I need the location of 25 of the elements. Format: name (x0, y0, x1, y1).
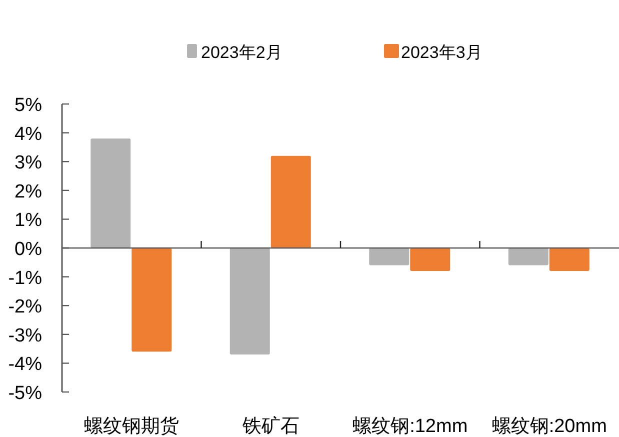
y-tick-label: -1% (8, 268, 42, 289)
y-tick-label: 0% (14, 239, 42, 260)
x-tick-label: 螺纹钢:20mm (492, 416, 607, 437)
bar (132, 248, 172, 352)
bar (270, 156, 311, 248)
legend-label: 2023年2月 (201, 43, 282, 62)
x-tick-label: 螺纹钢期货 (84, 416, 180, 437)
bar (369, 248, 410, 266)
bar (549, 248, 590, 272)
x-tick-label: 螺纹钢:12mm (352, 416, 468, 437)
y-tick-label: 5% (14, 95, 42, 116)
bar (410, 248, 450, 272)
y-tick-label: 1% (14, 210, 42, 232)
y-tick-label: 2% (14, 181, 42, 202)
y-tick-label: 4% (14, 124, 42, 145)
y-tick-label: -2% (8, 296, 42, 318)
bar (90, 138, 131, 248)
y-tick-label: -5% (8, 383, 42, 404)
y-tick-label: -3% (8, 325, 42, 346)
bar (508, 248, 548, 266)
bar (230, 248, 270, 355)
y-tick-label: -4% (8, 354, 42, 376)
legend-label: 2023年3月 (401, 43, 482, 62)
x-tick-label: 铁矿石 (241, 415, 300, 437)
y-tick-label: 3% (14, 152, 42, 174)
